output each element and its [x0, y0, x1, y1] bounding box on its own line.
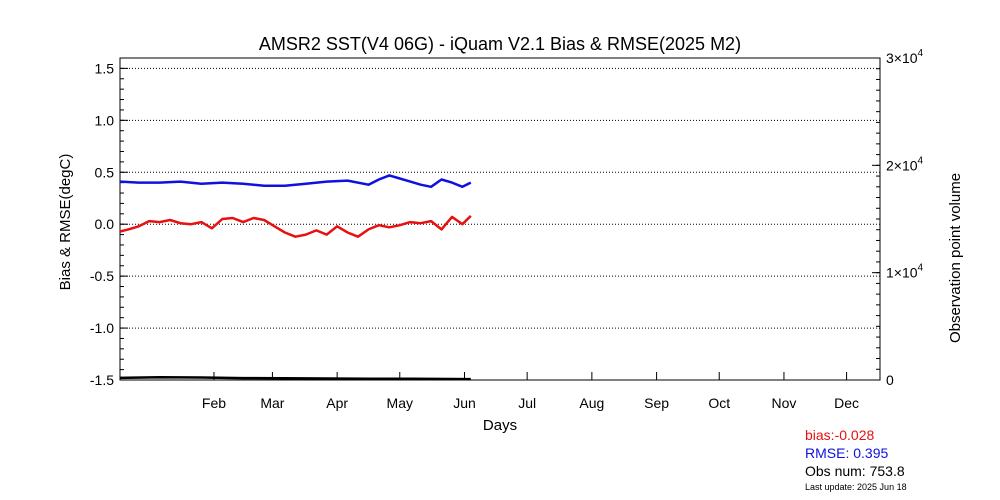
bias-stat: bias:-0.028: [805, 427, 875, 443]
series-line-obs-num: [119, 375, 471, 381]
y-tick-label: -0.5: [90, 268, 114, 284]
chart-title: AMSR2 SST(V4 06G) - iQuam V2.1 Bias & RM…: [259, 34, 741, 54]
x-tick-label: Jul: [518, 395, 536, 411]
y2-tick-label: 0: [886, 372, 894, 388]
x-tick-label: Mar: [260, 395, 284, 411]
y2-axis-ticks: 0 1×104 2×104 3×104: [872, 48, 924, 388]
y-axis-label: Bias & RMSE(degC): [57, 154, 74, 291]
last-update-text: Last update: 2025 Jun 18: [805, 482, 907, 492]
x-tick-label: Feb: [202, 395, 226, 411]
y-tick-label: 0.0: [95, 216, 115, 232]
rmse-stat: RMSE: 0.395: [805, 445, 889, 461]
x-axis-label: Days: [483, 417, 517, 434]
y-tick-label: -1.0: [90, 320, 114, 336]
series-lines: [119, 174, 472, 381]
series-line-bias: [119, 215, 472, 238]
y-tick-label: -1.5: [90, 372, 114, 388]
y2-axis-label: Observation point volume: [947, 173, 964, 343]
y-tick-label: 1.5: [95, 60, 115, 76]
x-tick-label: Nov: [772, 395, 797, 411]
x-tick-label: May: [387, 395, 413, 411]
y2-tick-label: 3×104: [886, 48, 924, 66]
y2-tick-label: 2×104: [886, 155, 924, 173]
x-tick-label: Dec: [834, 395, 859, 411]
stats-panel: bias:-0.028 RMSE: 0.395 Obs num: 753.8 L…: [805, 426, 907, 493]
x-tick-label: Jun: [453, 395, 476, 411]
grid-lines: [120, 67, 880, 381]
x-tick-label: Sep: [644, 395, 669, 411]
x-tick-label: Aug: [579, 395, 604, 411]
y-tick-label: 1.0: [95, 112, 115, 128]
series-line-rmse: [119, 174, 472, 189]
y2-tick-label: 1×104: [886, 263, 924, 281]
y-axis-ticks: -1.5 -1.0 -0.5 0.0 0.5 1.0 1.5: [90, 57, 128, 388]
x-axis-ticks: Feb Mar Apr May Jun Jul Aug Sep Oct Nov Dec: [202, 372, 859, 411]
y-tick-label: 0.5: [95, 164, 115, 180]
obs-num-stat: Obs num: 753.8: [805, 463, 905, 479]
x-tick-label: Oct: [708, 395, 730, 411]
x-tick-label: Apr: [326, 395, 348, 411]
